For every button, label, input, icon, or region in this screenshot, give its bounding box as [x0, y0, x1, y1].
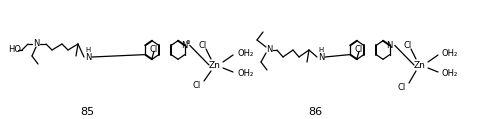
Text: OH₂: OH₂: [237, 49, 254, 57]
Text: OH₂: OH₂: [442, 49, 458, 57]
Text: N: N: [318, 52, 324, 62]
Text: N: N: [33, 40, 39, 49]
Text: Zn: Zn: [414, 60, 426, 69]
Text: Cl: Cl: [355, 45, 363, 54]
Text: OH₂: OH₂: [442, 69, 458, 77]
Text: Cl: Cl: [199, 40, 207, 50]
Text: Cl: Cl: [150, 45, 158, 54]
Text: HO: HO: [8, 45, 21, 55]
Text: ⊕: ⊕: [186, 40, 190, 45]
Text: H: H: [86, 47, 90, 53]
Text: N: N: [386, 41, 393, 50]
Text: Cl: Cl: [404, 40, 412, 50]
Text: N: N: [266, 45, 272, 55]
Text: 85: 85: [80, 107, 94, 117]
Text: H: H: [318, 47, 324, 53]
Text: Cl: Cl: [193, 80, 201, 89]
Text: Zn: Zn: [209, 60, 221, 69]
Text: 86: 86: [308, 107, 322, 117]
Text: OH₂: OH₂: [237, 69, 254, 77]
Text: N: N: [182, 41, 188, 50]
Text: N: N: [85, 52, 91, 62]
Text: Cl: Cl: [398, 82, 406, 92]
